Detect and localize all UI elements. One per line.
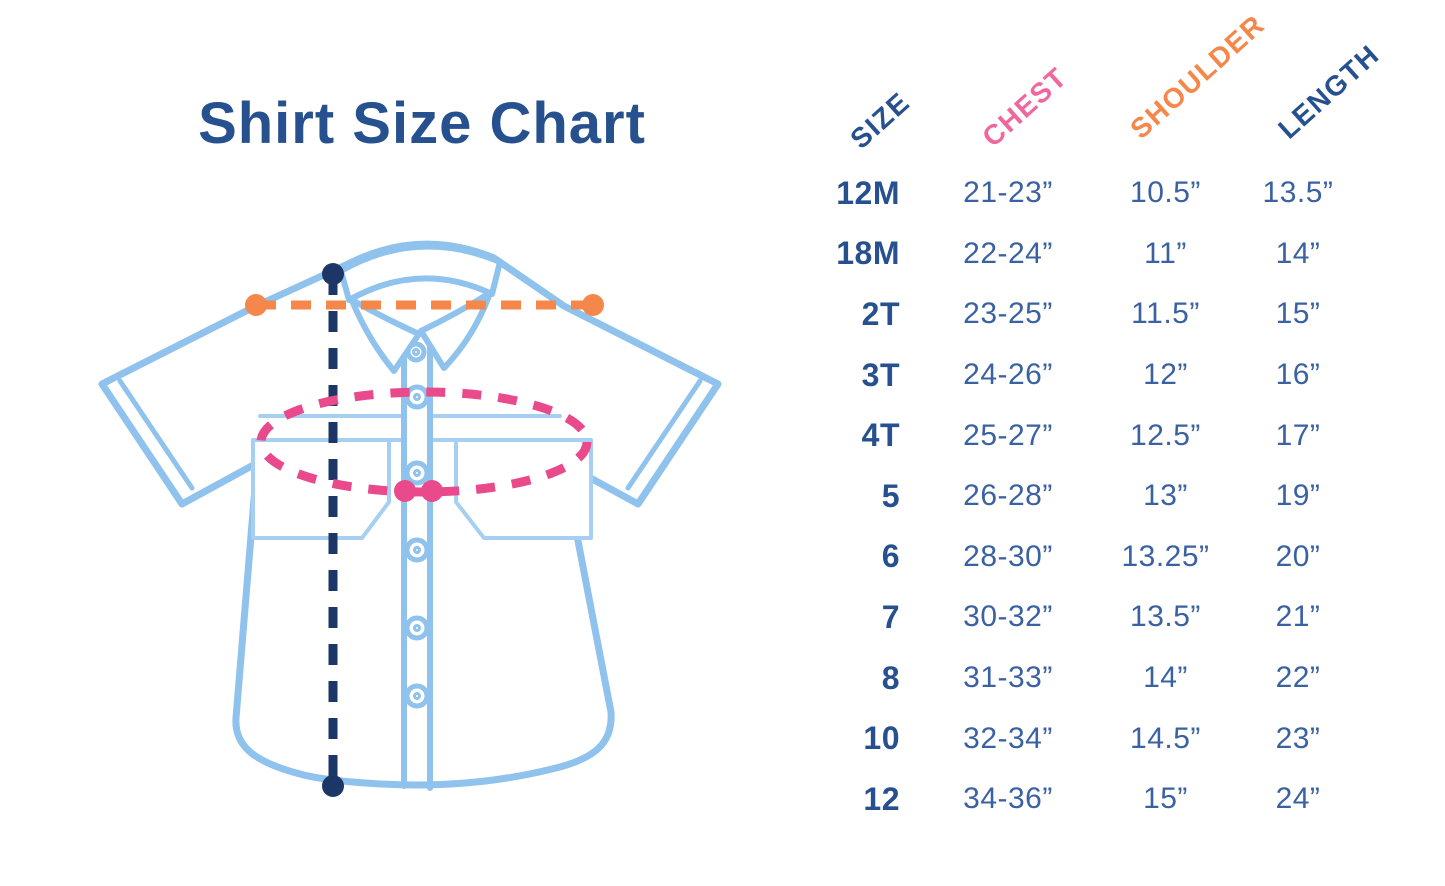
cell-length: 15”	[1275, 297, 1321, 331]
cell-shoulder: 12.5”	[1130, 418, 1201, 452]
chest-seam-line	[258, 414, 562, 442]
cell-chest: 21-23”	[963, 176, 1053, 210]
cell-chest: 25-27”	[963, 418, 1053, 452]
shoulder-measure-line	[245, 294, 604, 316]
shirt-buttons	[404, 384, 430, 709]
column-header-length: LENGTH	[1272, 38, 1386, 145]
cell-length: 21”	[1275, 600, 1321, 634]
cell-chest: 30-32”	[963, 600, 1053, 634]
cell-size: 18M	[836, 235, 900, 272]
left-cuff-line	[117, 378, 195, 491]
shirt-diagram	[60, 200, 760, 820]
cell-shoulder: 13”	[1143, 479, 1188, 513]
column-header-chest: CHEST	[976, 61, 1074, 153]
cell-size: 12M	[836, 174, 900, 211]
column-header-shoulder: SHOULDER	[1124, 8, 1271, 145]
cell-size: 5	[881, 477, 900, 514]
cell-size: 3T	[861, 356, 900, 393]
chest-measure-ellipse	[256, 387, 592, 502]
cell-size: 8	[881, 659, 900, 696]
column-header-size: SIZE	[844, 86, 916, 155]
cell-chest: 24-26”	[963, 358, 1053, 392]
cell-size: 6	[881, 538, 900, 575]
cell-chest: 26-28”	[963, 479, 1053, 513]
cell-size: 10	[863, 720, 900, 757]
cell-chest: 32-34”	[963, 721, 1053, 755]
page-title: Shirt Size Chart	[198, 91, 646, 156]
cell-shoulder: 11.5”	[1131, 297, 1200, 331]
cell-shoulder: 15”	[1143, 782, 1188, 816]
cell-size: 7	[881, 598, 900, 635]
cell-shoulder: 14.5”	[1130, 721, 1201, 755]
cell-shoulder: 12”	[1143, 358, 1188, 392]
cell-length: 24”	[1275, 782, 1321, 816]
cell-chest: 28-30”	[963, 539, 1053, 573]
cell-shoulder: 10.5”	[1130, 176, 1201, 210]
button-placket	[401, 339, 433, 791]
size-table: 12M 21-23” 10.5” 13.5” 18M 22-24” 11” 14” 2T 23-2…	[808, 163, 1373, 830]
cell-shoulder: 11”	[1144, 236, 1187, 270]
cell-length: 14”	[1275, 236, 1321, 270]
cell-length: 17”	[1275, 418, 1321, 452]
cell-shoulder: 13.5”	[1130, 600, 1201, 634]
cell-size: 12	[863, 780, 900, 817]
cell-chest: 22-24”	[963, 236, 1053, 270]
length-measure-line	[322, 263, 344, 797]
cell-chest: 31-33”	[963, 661, 1053, 695]
cell-size: 4T	[861, 417, 900, 454]
cell-length: 23”	[1275, 721, 1321, 755]
shirt-illustration	[98, 240, 722, 797]
right-cuff-line	[625, 378, 703, 491]
cell-length: 19”	[1275, 479, 1321, 513]
cell-shoulder: 13.25”	[1121, 539, 1210, 573]
cell-chest: 34-36”	[963, 782, 1053, 816]
cell-length: 16”	[1275, 358, 1321, 392]
cell-size: 2T	[861, 295, 900, 332]
cell-shoulder: 14”	[1143, 661, 1188, 695]
cell-chest: 23-25”	[963, 297, 1053, 331]
cell-length: 22”	[1275, 661, 1321, 695]
left-pocket	[251, 438, 391, 540]
cell-length: 13.5”	[1262, 176, 1334, 210]
cell-length: 20”	[1275, 539, 1321, 573]
